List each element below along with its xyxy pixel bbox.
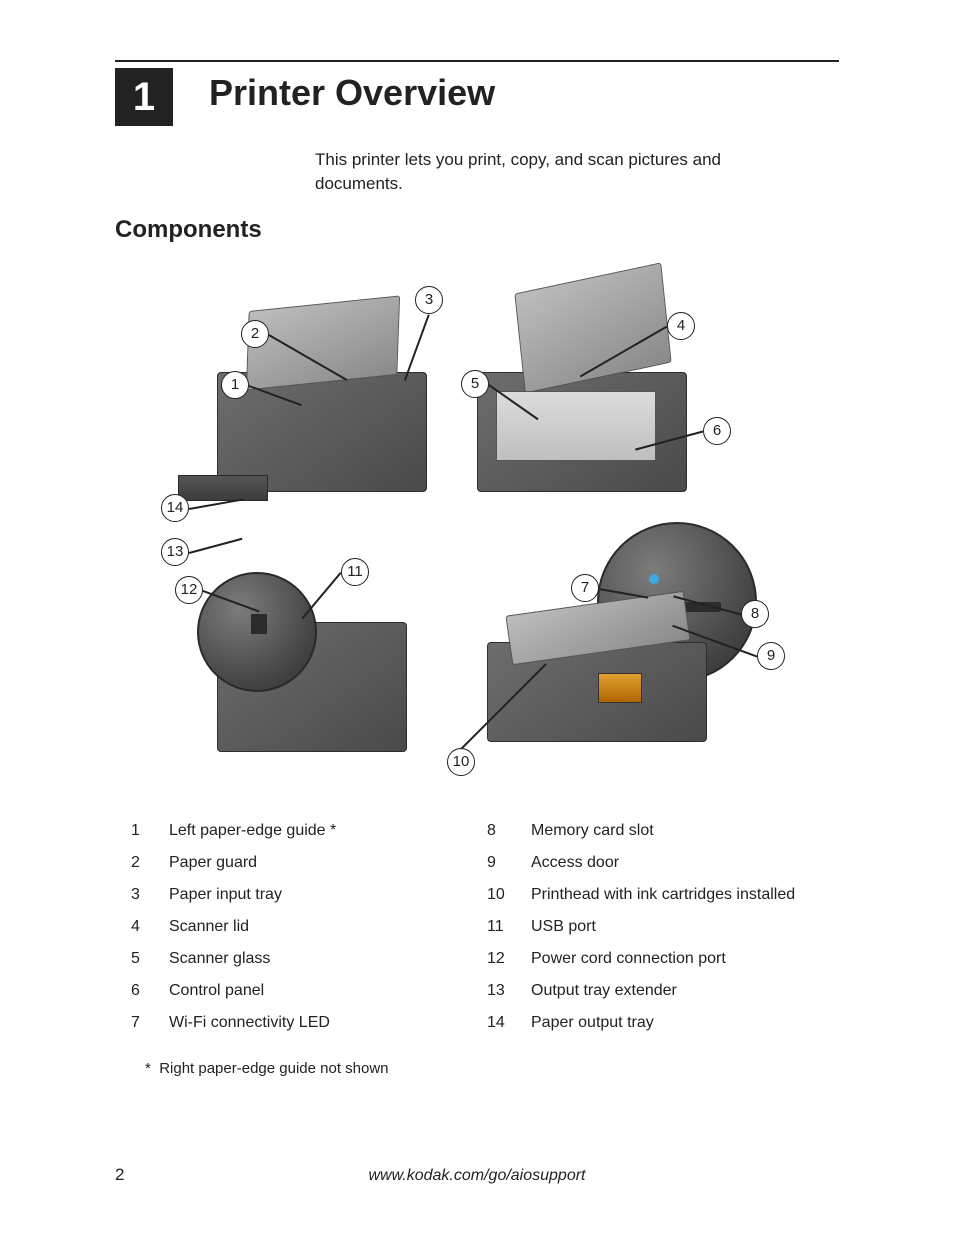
component-label: Paper output tray [531, 1014, 839, 1032]
footnote-marker: * [145, 1060, 151, 1077]
component-number: 6 [131, 982, 159, 1000]
component-label: Paper input tray [169, 886, 477, 904]
component-number: 5 [131, 950, 159, 968]
callout-7: 7 [571, 574, 599, 602]
component-number: 10 [487, 886, 521, 904]
component-number: 12 [487, 950, 521, 968]
component-label: Power cord connection port [531, 950, 839, 968]
chapter-title: Printer Overview [209, 74, 495, 112]
callout-5: 5 [461, 370, 489, 398]
chapter-number: 1 [133, 75, 155, 120]
callout-4: 4 [667, 312, 695, 340]
callout-2: 2 [241, 320, 269, 348]
component-number: 14 [487, 1014, 521, 1032]
component-number: 7 [131, 1014, 159, 1032]
leader-line [302, 572, 342, 619]
callout-1: 1 [221, 371, 249, 399]
component-label: Control panel [169, 982, 477, 1000]
footnote: * Right paper-edge guide not shown [145, 1060, 839, 1077]
callout-14: 14 [161, 494, 189, 522]
callout-10: 10 [447, 748, 475, 776]
leader-line [189, 537, 243, 553]
component-number: 9 [487, 854, 521, 872]
component-number: 3 [131, 886, 159, 904]
section-heading: Components [115, 216, 839, 244]
footer-url: www.kodak.com/go/aiosupport [0, 1167, 954, 1185]
component-label: Paper guard [169, 854, 477, 872]
usb-port-detail [197, 572, 317, 692]
component-label: Left paper-edge guide * [169, 822, 477, 840]
component-number: 2 [131, 854, 159, 872]
callout-12: 12 [175, 576, 203, 604]
component-number: 11 [487, 918, 521, 936]
components-diagram: 1234567891011121314 [157, 262, 797, 782]
callout-13: 13 [161, 538, 189, 566]
component-label: Scanner lid [169, 918, 477, 936]
component-number: 13 [487, 982, 521, 1000]
callout-11: 11 [341, 558, 369, 586]
component-number: 1 [131, 822, 159, 840]
component-label: Printhead with ink cartridges installed [531, 886, 839, 904]
printer-view-ink [487, 642, 707, 742]
leader-line [404, 314, 429, 380]
component-label: Output tray extender [531, 982, 839, 1000]
component-label: Scanner glass [169, 950, 477, 968]
component-label: Access door [531, 854, 839, 872]
callout-8: 8 [741, 600, 769, 628]
intro-text: This printer lets you print, copy, and s… [315, 148, 755, 196]
printer-view-scanner-open [477, 372, 687, 492]
callout-6: 6 [703, 417, 731, 445]
callout-3: 3 [415, 286, 443, 314]
component-label: USB port [531, 918, 839, 936]
components-legend: 1 Left paper-edge guide * 8 Memory card slo… [131, 822, 839, 1032]
chapter-number-box: 1 [115, 68, 173, 126]
chapter-header: 1 Printer Overview [115, 68, 839, 126]
component-number: 8 [487, 822, 521, 840]
top-rule [115, 60, 839, 62]
printer-view-front [217, 372, 427, 492]
component-number: 4 [131, 918, 159, 936]
footnote-text: Right paper-edge guide not shown [159, 1060, 388, 1077]
callout-9: 9 [757, 642, 785, 670]
manual-page: 1 Printer Overview This printer lets you… [0, 0, 954, 1235]
component-label: Memory card slot [531, 822, 839, 840]
component-label: Wi-Fi connectivity LED [169, 1014, 477, 1032]
